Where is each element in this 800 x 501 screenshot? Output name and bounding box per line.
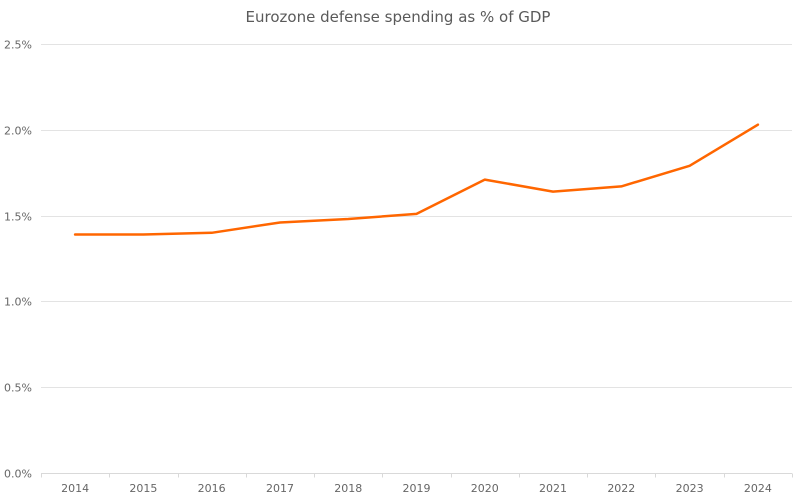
y-tick-label: 0.5%	[4, 382, 32, 395]
x-tick-label: 2018	[334, 482, 362, 495]
x-tick-label: 2019	[403, 482, 431, 495]
x-tick-label: 2023	[676, 482, 704, 495]
chart-title: Eurozone defense spending as % of GDP	[246, 8, 551, 26]
y-tick-label: 1.5%	[4, 211, 32, 224]
gridlines	[41, 44, 792, 388]
x-tick-label: 2022	[607, 482, 635, 495]
x-tick-label: 2014	[61, 482, 89, 495]
x-tick-label: 2016	[198, 482, 226, 495]
x-tick-label: 2024	[744, 482, 772, 495]
x-axis: 2014 2015 2016 2017 2018 2019 2020 2021 2022 2023…	[41, 473, 793, 495]
x-tick-label: 2020	[471, 482, 499, 495]
y-axis-ticks: 0.0% 0.5% 1.0% 1.5% 2.0% 2.5%	[4, 39, 32, 481]
series-line	[73, 123, 760, 236]
x-tick-label: 2017	[266, 482, 294, 495]
x-tick-label: 2021	[539, 482, 567, 495]
series-layer	[73, 123, 760, 236]
y-tick-label: 2.0%	[4, 125, 32, 138]
y-tick-label: 0.0%	[4, 468, 32, 481]
x-tick-label: 2015	[129, 482, 157, 495]
y-tick-label: 1.0%	[4, 296, 32, 309]
y-tick-label: 2.5%	[4, 39, 32, 52]
